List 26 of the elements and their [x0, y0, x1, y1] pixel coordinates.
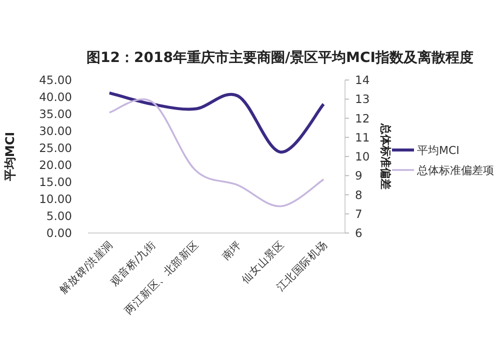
y-tick-label: 20.00: [39, 158, 72, 172]
y-tick-label: 5.00: [46, 209, 72, 223]
y2-tick-label: 11: [355, 130, 370, 144]
y-tick-label: 30.00: [39, 124, 72, 138]
y2-tick-label: 6: [355, 226, 362, 240]
y-tick-label: 25.00: [39, 141, 72, 155]
x-tick-label: 南坪: [219, 238, 244, 263]
y-tick-label: 0.00: [46, 226, 72, 240]
y-tick-label: 40.00: [39, 90, 72, 104]
line-series: [108, 91, 326, 154]
y2-tick-label: 8: [355, 188, 362, 202]
y2-axis-title: 总体标准偏差: [379, 122, 392, 190]
y-tick-label: 10.00: [39, 192, 72, 206]
y2-tick-label: 13: [355, 92, 370, 106]
y2-tick-label: 10: [355, 150, 370, 164]
legend-label: 总体标准偏差项: [416, 164, 494, 177]
y2-tick-label: 12: [355, 111, 370, 126]
y2-tick-label: 14: [355, 73, 370, 87]
y-axis-title: 平均MCI: [3, 132, 17, 182]
y-tick-label: 15.00: [39, 175, 72, 189]
legend-label: 平均MCI: [417, 144, 460, 157]
y2-tick-label: 9: [355, 168, 362, 183]
y-tick-label: 35.00: [39, 107, 72, 121]
y-tick-label: 45.00: [39, 73, 72, 87]
chart-title: 图12：2018年重庆市主要商圈/景区平均MCI指数及离散程度: [86, 49, 474, 66]
y2-tick-label: 7: [355, 206, 362, 221]
